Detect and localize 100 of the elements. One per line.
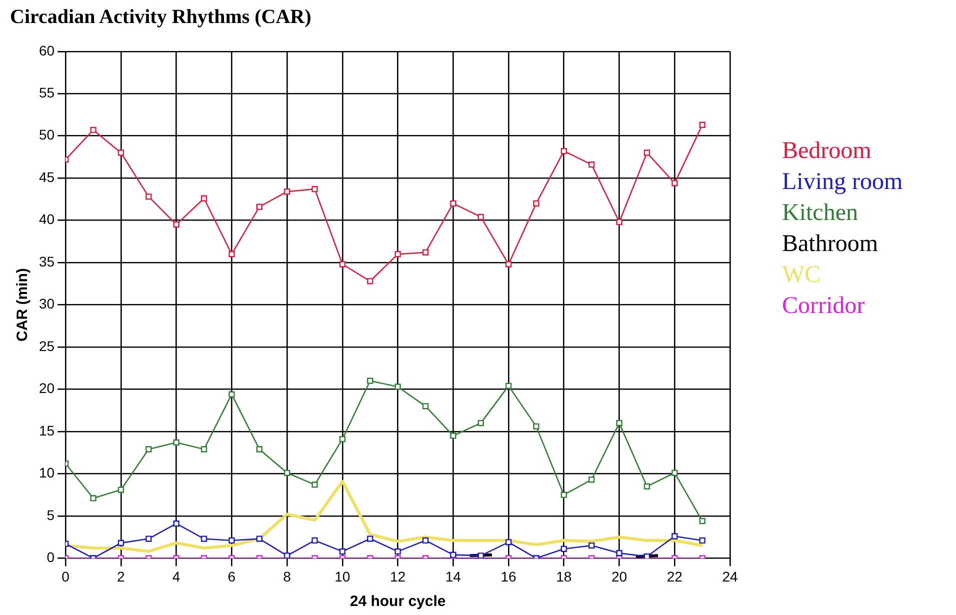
point (173, 520, 180, 527)
point (200, 195, 208, 202)
point (118, 540, 124, 546)
point (588, 542, 595, 549)
point (616, 420, 622, 426)
point (588, 162, 595, 168)
point (699, 122, 706, 128)
point (173, 439, 180, 446)
point (228, 537, 235, 544)
point (560, 148, 567, 154)
x-tick-label: 16 (500, 568, 517, 584)
x-tick-label: 22 (666, 568, 683, 584)
point (533, 423, 540, 430)
x-tick-label: 0 (62, 568, 70, 584)
point (284, 188, 290, 195)
point (450, 200, 456, 207)
point (560, 492, 567, 498)
y-tick-label: 40 (38, 211, 55, 228)
point (672, 470, 678, 476)
point (478, 552, 484, 558)
point (339, 548, 346, 555)
y-axis-title: CAR (min) (14, 268, 32, 342)
x-tick-label: 14 (445, 568, 462, 584)
x-tick-label: 10 (334, 568, 350, 584)
point (394, 384, 401, 390)
point (228, 391, 235, 398)
point (644, 150, 650, 156)
text: WC (782, 261, 822, 290)
point (200, 536, 208, 542)
point (394, 548, 401, 555)
point (616, 218, 622, 226)
point (450, 552, 456, 558)
point (118, 150, 124, 156)
point (118, 486, 124, 493)
text: Bedroom (782, 137, 872, 166)
y-tick-label: 35 (38, 253, 55, 270)
point (146, 194, 152, 200)
point (478, 214, 484, 220)
point (173, 221, 180, 228)
point (339, 261, 346, 268)
chart-title: Circadian Activity Rhythms (CAR) (10, 6, 312, 29)
y-tick-label: 25 (38, 338, 55, 354)
point (560, 546, 567, 552)
point (699, 518, 706, 524)
point (422, 537, 429, 544)
point (505, 261, 512, 268)
point (367, 536, 374, 542)
point (146, 446, 152, 452)
point (90, 126, 96, 134)
point (339, 436, 346, 442)
x-tick-label: 8 (283, 568, 292, 584)
point (505, 539, 512, 546)
y-tick-label: 5 (46, 506, 55, 523)
point (200, 446, 208, 452)
y-tick-label: 45 (38, 168, 55, 185)
point (228, 251, 235, 258)
point (146, 536, 152, 542)
point (616, 550, 622, 556)
x-tick-label: 4 (172, 568, 180, 584)
point (672, 180, 678, 186)
text: Kitchen (782, 199, 859, 228)
x-tick-label: 12 (390, 568, 406, 584)
point (90, 495, 96, 502)
point (367, 378, 374, 384)
x-tick-label: 24 (722, 568, 738, 584)
y-tick-label: 0 (46, 549, 55, 566)
x-tick-label: 2 (117, 568, 126, 584)
text: Corridor (782, 292, 866, 321)
point (256, 204, 262, 210)
y-tick-label: 30 (38, 296, 55, 312)
point (533, 200, 540, 207)
y-tick-label: 60 (38, 42, 55, 58)
point (284, 470, 290, 476)
point (312, 186, 318, 192)
x-axis-title: 24 hour cycle (350, 593, 446, 610)
point (588, 476, 595, 483)
point (367, 278, 374, 284)
x-tick-label: 20 (611, 568, 628, 584)
point (672, 533, 678, 540)
point (422, 249, 429, 256)
point (478, 420, 484, 426)
point (422, 403, 429, 410)
text: Living room (782, 168, 903, 197)
y-tick-label: 55 (38, 84, 55, 100)
y-tick-label: 20 (38, 380, 55, 396)
text: Bathroom (782, 230, 879, 259)
point (644, 483, 650, 490)
point (450, 432, 456, 439)
y-tick-label: 50 (38, 126, 55, 143)
point (284, 552, 290, 558)
y-tick-label: 15 (38, 422, 55, 438)
y-tick-label: 10 (38, 464, 55, 481)
point (505, 382, 512, 389)
point (256, 536, 262, 542)
point (699, 537, 706, 544)
x-tick-label: 18 (556, 568, 572, 584)
point (256, 446, 262, 452)
point (312, 482, 318, 488)
point (312, 537, 318, 544)
x-tick-label: 6 (228, 568, 236, 584)
